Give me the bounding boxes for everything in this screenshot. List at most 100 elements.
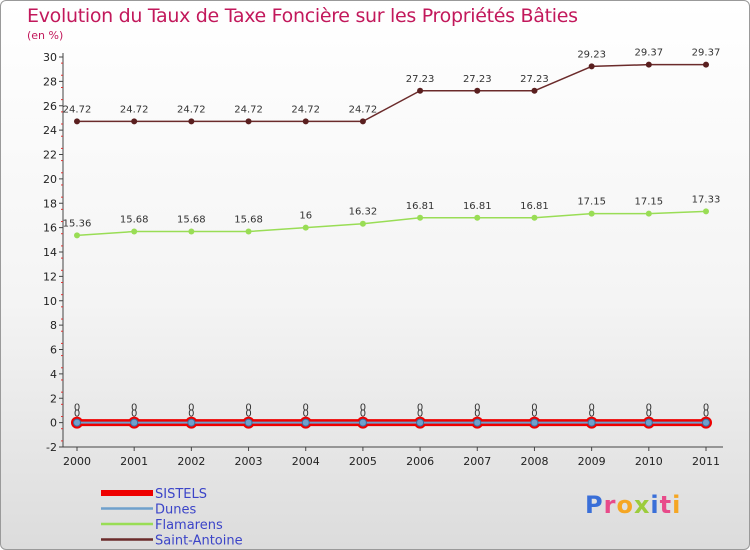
data-label-dunes: 0 (74, 409, 80, 420)
data-point-flamarens (417, 214, 424, 221)
chart-subtitle: (en %) (27, 29, 64, 42)
data-label-flamarens: 17.33 (692, 194, 721, 205)
x-tick-label: 2005 (349, 455, 377, 468)
data-point-saint-antoine (74, 118, 80, 125)
data-point-flamarens (645, 210, 652, 217)
series-line-saint-antoine (77, 63, 706, 123)
x-tick-label: 2002 (177, 455, 205, 468)
logo-letter: P (585, 491, 604, 519)
data-label-flamarens: 16.81 (406, 201, 435, 212)
data-point-saint-antoine (588, 63, 595, 70)
series-saint-antoine: 24.72 24.72 24.72 24.72 24.72 24.72 27.23 27.23… (63, 48, 721, 125)
data-point-flamarens (188, 228, 195, 235)
data-point-flamarens (359, 220, 366, 227)
legend-label-saint-antoine: Saint-Antoine (155, 534, 243, 549)
data-label-sistels: 0 (417, 403, 423, 414)
data-point-saint-antoine (703, 61, 709, 68)
data-label-flamarens: 16 (299, 211, 312, 222)
data-point-dunes (644, 418, 653, 427)
data-point-flamarens (131, 228, 138, 235)
series-line-flamarens (76, 210, 707, 237)
logo-letter: x (633, 491, 651, 519)
legend-label-sistels: SISTELS (155, 487, 207, 502)
y-tick-label: 0 (50, 417, 57, 430)
data-label-flamarens: 15.68 (234, 215, 263, 226)
data-point-dunes (301, 418, 310, 427)
data-label-dunes: 0 (188, 409, 194, 420)
data-label-sistels: 0 (646, 403, 652, 414)
data-label-saint-antoine: 27.23 (520, 74, 549, 85)
x-tick-label: 2004 (292, 455, 320, 468)
data-point-saint-antoine (645, 61, 652, 68)
y-tick-label: 2 (50, 392, 57, 405)
data-point-dunes (73, 418, 81, 427)
data-label-sistels: 0 (245, 403, 251, 414)
data-label-dunes: 0 (703, 409, 709, 420)
data-point-dunes (587, 418, 596, 427)
data-label-dunes: 0 (360, 409, 366, 420)
y-tick-label: 24 (43, 124, 57, 137)
data-label-saint-antoine: 29.23 (577, 49, 606, 60)
y-tick-label: 4 (50, 368, 57, 381)
data-label-saint-antoine: 24.72 (234, 104, 263, 115)
data-label-saint-antoine: 24.72 (120, 104, 149, 115)
series-dunes: 0 0 0 0 0 0 0 0 0 0 0 0 (73, 409, 710, 427)
data-point-dunes (416, 418, 425, 427)
x-tick-label: 2008 (520, 455, 548, 468)
data-label-sistels: 0 (703, 403, 709, 414)
chart-title: Evolution du Taux de Taxe Foncière sur l… (27, 5, 578, 27)
data-point-saint-antoine (302, 118, 309, 125)
data-label-saint-antoine: 24.72 (177, 104, 206, 115)
x-ticks: 2000 2001 2002 2003 2004 2005 2006 2007 2008 2009… (63, 447, 720, 468)
data-label-sistels: 0 (360, 403, 366, 414)
legend-label-dunes: Dunes (155, 503, 196, 518)
axes (61, 53, 723, 448)
data-label-sistels: 0 (531, 403, 537, 414)
data-label-dunes: 0 (474, 409, 480, 420)
data-label-dunes: 0 (588, 409, 594, 420)
data-label-sistels: 0 (74, 403, 80, 414)
data-label-dunes: 0 (303, 409, 309, 420)
data-label-saint-antoine: 24.72 (63, 104, 92, 115)
data-point-dunes (702, 418, 710, 427)
data-label-sistels: 0 (188, 403, 194, 414)
data-point-saint-antoine (417, 87, 424, 94)
data-point-saint-antoine (474, 87, 481, 94)
series-layer: 0 0 0 0 0 0 0 0 0 0 0 00 0 0 0 0 0 0 0 0 0 0 015.36 15.68 15.68 1… (63, 48, 721, 429)
y-tick-label: 16 (43, 222, 57, 235)
data-label-saint-antoine: 27.23 (463, 74, 492, 85)
logo-letter: o (616, 491, 634, 519)
x-tick-label: 2003 (235, 455, 263, 468)
logo-letter: i (672, 491, 682, 519)
data-point-dunes (187, 418, 196, 427)
data-label-sistels: 0 (303, 403, 309, 414)
data-label-dunes: 0 (245, 409, 251, 420)
x-tick-label: 2010 (635, 455, 663, 468)
data-point-flamarens (588, 210, 595, 217)
data-label-flamarens: 16.81 (463, 201, 492, 212)
x-tick-label: 2011 (692, 455, 720, 468)
y-tick-label: 14 (43, 246, 57, 259)
y-tick-label: 12 (43, 270, 57, 283)
logo-letter: t (659, 491, 673, 519)
y-tick-label: 30 (43, 51, 57, 64)
y-tick-label: 6 (50, 344, 57, 357)
data-label-dunes: 0 (131, 409, 137, 420)
x-tick-label: 2001 (120, 455, 148, 468)
data-point-saint-antoine (531, 87, 538, 94)
data-label-flamarens: 16.32 (349, 207, 378, 218)
data-label-saint-antoine: 29.37 (692, 48, 721, 59)
data-label-flamarens: 17.15 (634, 197, 663, 208)
data-point-flamarens (245, 228, 252, 235)
data-label-flamarens: 15.36 (63, 218, 92, 229)
y-tick-label: 18 (43, 197, 57, 210)
logo-letter: i (650, 491, 660, 519)
data-point-flamarens (302, 224, 309, 231)
data-point-saint-antoine (131, 118, 138, 125)
data-point-saint-antoine (188, 118, 195, 125)
